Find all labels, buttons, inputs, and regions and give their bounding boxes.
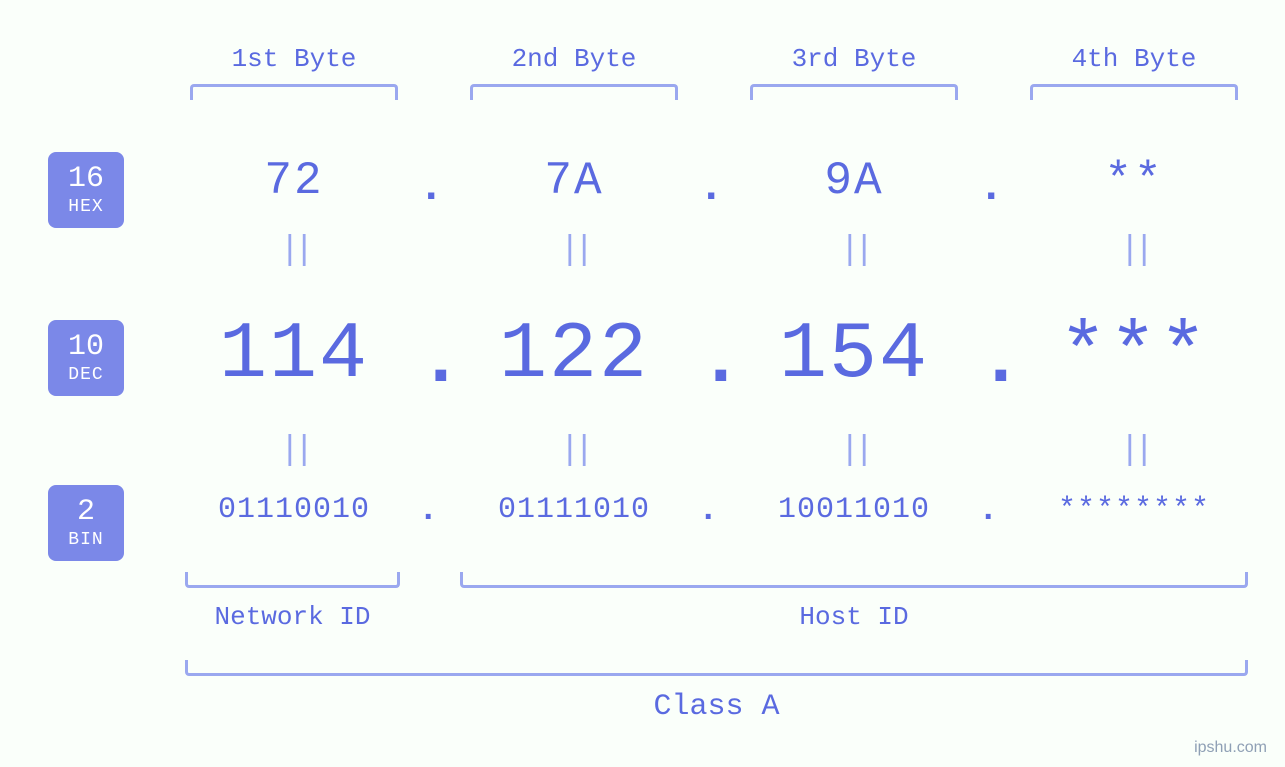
dec-value: 114	[180, 310, 408, 401]
hex-value: 72	[180, 155, 408, 207]
equals-icon: ||	[460, 432, 688, 470]
byte-bracket-top	[1030, 84, 1238, 100]
byte-column-3: 3rd Byte 9A || 154 || 10011010	[740, 0, 968, 767]
dec-value: 154	[740, 310, 968, 401]
radix-number: 2	[77, 497, 95, 527]
equals-icon: ||	[740, 432, 968, 470]
radix-badge-hex: 16 HEX	[48, 152, 124, 228]
equals-icon: ||	[1020, 432, 1248, 470]
bin-value: 01111010	[460, 493, 688, 527]
radix-number: 16	[68, 164, 104, 194]
separator-dot: .	[698, 318, 744, 404]
equals-icon: ||	[1020, 232, 1248, 270]
separator-dot: .	[698, 492, 718, 530]
bracket-network-id	[185, 572, 400, 588]
bracket-class	[185, 660, 1248, 676]
equals-icon: ||	[180, 432, 408, 470]
byte-column-4: 4th Byte ** || *** || ********	[1020, 0, 1248, 767]
radix-label: BIN	[68, 531, 103, 549]
byte-header: 3rd Byte	[740, 44, 968, 74]
watermark: ipshu.com	[1194, 739, 1267, 757]
radix-label: HEX	[68, 198, 103, 216]
byte-column-1: 1st Byte 72 || 114 || 01110010	[180, 0, 408, 767]
radix-label: DEC	[68, 366, 103, 384]
hex-value: 7A	[460, 155, 688, 207]
separator-dot: .	[418, 318, 464, 404]
separator-dot: .	[978, 492, 998, 530]
bin-value: 01110010	[180, 493, 408, 527]
byte-header: 4th Byte	[1020, 44, 1248, 74]
bracket-host-id	[460, 572, 1248, 588]
separator-dot: .	[978, 163, 1004, 213]
label-network-id: Network ID	[185, 602, 400, 632]
dec-value: ***	[1020, 310, 1248, 401]
byte-bracket-top	[470, 84, 678, 100]
hex-value: **	[1020, 155, 1248, 207]
bin-value: ********	[1020, 493, 1248, 527]
separator-dot: .	[418, 163, 444, 213]
equals-icon: ||	[460, 232, 688, 270]
radix-number: 10	[68, 332, 104, 362]
label-host-id: Host ID	[460, 602, 1248, 632]
byte-bracket-top	[190, 84, 398, 100]
label-class: Class A	[185, 690, 1248, 724]
radix-badge-bin: 2 BIN	[48, 485, 124, 561]
equals-icon: ||	[180, 232, 408, 270]
byte-header: 2nd Byte	[460, 44, 688, 74]
byte-bracket-top	[750, 84, 958, 100]
bin-value: 10011010	[740, 493, 968, 527]
separator-dot: .	[418, 492, 438, 530]
separator-dot: .	[978, 318, 1024, 404]
radix-badge-dec: 10 DEC	[48, 320, 124, 396]
hex-value: 9A	[740, 155, 968, 207]
byte-column-2: 2nd Byte 7A || 122 || 01111010	[460, 0, 688, 767]
equals-icon: ||	[740, 232, 968, 270]
dec-value: 122	[460, 310, 688, 401]
byte-header: 1st Byte	[180, 44, 408, 74]
separator-dot: .	[698, 163, 724, 213]
